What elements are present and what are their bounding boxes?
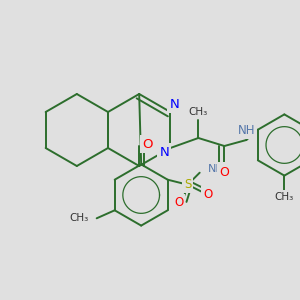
Text: O: O xyxy=(203,188,212,201)
Text: CH₃: CH₃ xyxy=(69,213,89,223)
Text: O: O xyxy=(219,166,229,178)
Text: S: S xyxy=(184,178,191,191)
Text: O: O xyxy=(174,196,183,209)
Text: CH₃: CH₃ xyxy=(189,107,208,117)
Text: NH₂: NH₂ xyxy=(208,164,229,174)
Text: O: O xyxy=(142,137,152,151)
Text: N: N xyxy=(160,146,169,158)
Text: N: N xyxy=(169,98,179,110)
Text: NH: NH xyxy=(238,124,255,136)
Text: CH₃: CH₃ xyxy=(275,192,294,202)
